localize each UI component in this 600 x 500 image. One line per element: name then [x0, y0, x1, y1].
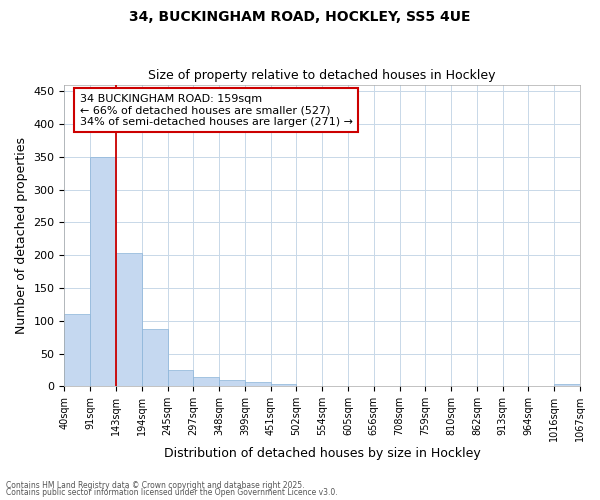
Text: 34, BUCKINGHAM ROAD, HOCKLEY, SS5 4UE: 34, BUCKINGHAM ROAD, HOCKLEY, SS5 4UE: [129, 10, 471, 24]
Bar: [271, 384, 296, 386]
Text: Contains public sector information licensed under the Open Government Licence v3: Contains public sector information licen…: [6, 488, 338, 497]
Title: Size of property relative to detached houses in Hockley: Size of property relative to detached ho…: [148, 69, 496, 82]
Bar: [142, 328, 167, 386]
Bar: [90, 156, 116, 386]
Text: Contains HM Land Registry data © Crown copyright and database right 2025.: Contains HM Land Registry data © Crown c…: [6, 480, 305, 490]
Bar: [219, 380, 245, 386]
Y-axis label: Number of detached properties: Number of detached properties: [15, 137, 28, 334]
Bar: [245, 382, 271, 386]
X-axis label: Distribution of detached houses by size in Hockley: Distribution of detached houses by size …: [164, 447, 481, 460]
Bar: [554, 384, 580, 386]
Text: 34 BUCKINGHAM ROAD: 159sqm
← 66% of detached houses are smaller (527)
34% of sem: 34 BUCKINGHAM ROAD: 159sqm ← 66% of deta…: [80, 94, 353, 127]
Bar: [64, 314, 90, 386]
Bar: [167, 370, 193, 386]
Bar: [116, 253, 142, 386]
Bar: [193, 376, 219, 386]
